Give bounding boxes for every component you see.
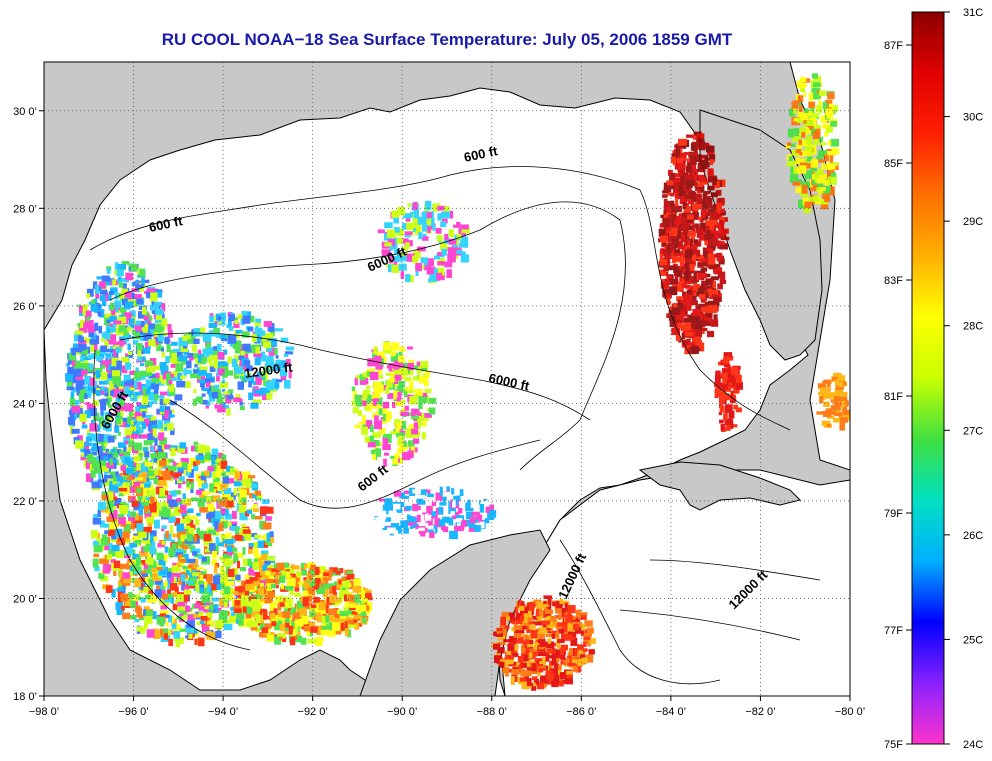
colorbar-celsius-label: 29C — [963, 216, 983, 228]
colorbar-celsius-labels: 31C 30C 29C 28C 27C 26C 25C 24C — [944, 7, 983, 751]
longitude-axis: −98 0’ −96 0’ −94 0’ −92 0’ −90 0’ −88 0’ −86 … — [29, 696, 865, 718]
colorbar-fahrenheit-label: 81F — [884, 391, 903, 403]
colorbar-fahrenheit-label: 83F — [884, 275, 903, 287]
colorbar-fahrenheit-label: 87F — [884, 40, 903, 52]
lon-tick-label: −82 0’ — [745, 706, 775, 718]
lon-tick-label: −84 0’ — [656, 706, 686, 718]
lon-tick-label: −96 0’ — [118, 706, 148, 718]
map-frame — [43, 61, 851, 697]
lon-tick-label: −90 0’ — [387, 706, 417, 718]
depth-contours — [89, 166, 821, 685]
lat-tick-label: 22 0’ — [13, 496, 37, 508]
lon-tick-label: −80 0’ — [835, 706, 865, 718]
lat-tick-label: 28 0’ — [13, 203, 37, 215]
latitude-axis: 18 0’ 20 0’ 22 0’ 24 0’ 26 0’ 28 0’ 30 0’ — [13, 106, 44, 703]
contour-label: 12000 ft — [243, 359, 294, 381]
lat-tick-label: 18 0’ — [13, 691, 37, 703]
lon-tick-label: −86 0’ — [566, 706, 596, 718]
map-grid — [44, 62, 850, 696]
lon-tick-label: −94 0’ — [208, 706, 238, 718]
colorbar-celsius-label: 27C — [963, 425, 983, 437]
lat-tick-label: 24 0’ — [13, 398, 37, 410]
colorbar-celsius-label: 30C — [963, 112, 983, 124]
colorbar-celsius-label: 28C — [963, 321, 983, 333]
colorbar-celsius-label: 24C — [963, 739, 983, 751]
colorbar-fahrenheit-labels: 87F 85F 83F 81F 79F 77F 75F — [884, 40, 912, 751]
cuba — [638, 461, 801, 511]
colorbar-fahrenheit-label: 75F — [884, 739, 903, 751]
lat-tick-label: 26 0’ — [13, 301, 37, 313]
map-title: RU COOL NOAA−18 Sea Surface Temperature:… — [161, 30, 733, 49]
colorbar-celsius-label: 26C — [963, 530, 983, 542]
colorbar-celsius-label: 31C — [963, 7, 983, 19]
colorbar-fahrenheit-label: 79F — [884, 508, 903, 520]
lon-tick-label: −92 0’ — [298, 706, 328, 718]
contour-label: 600 ft — [463, 143, 500, 165]
colorbar-celsius-label: 25C — [963, 634, 983, 646]
colorbar-fahrenheit-label: 77F — [884, 625, 903, 637]
lon-tick-label: −98 0’ — [29, 706, 59, 718]
sst-swaths — [65, 73, 850, 691]
contour-label: 600 ft — [148, 213, 185, 235]
colorbar-fahrenheit-label: 85F — [884, 158, 903, 170]
colorbar — [911, 11, 945, 745]
lon-tick-label: −88 0’ — [477, 706, 507, 718]
lat-tick-label: 20 0’ — [13, 593, 37, 605]
lat-tick-label: 30 0’ — [13, 106, 37, 118]
